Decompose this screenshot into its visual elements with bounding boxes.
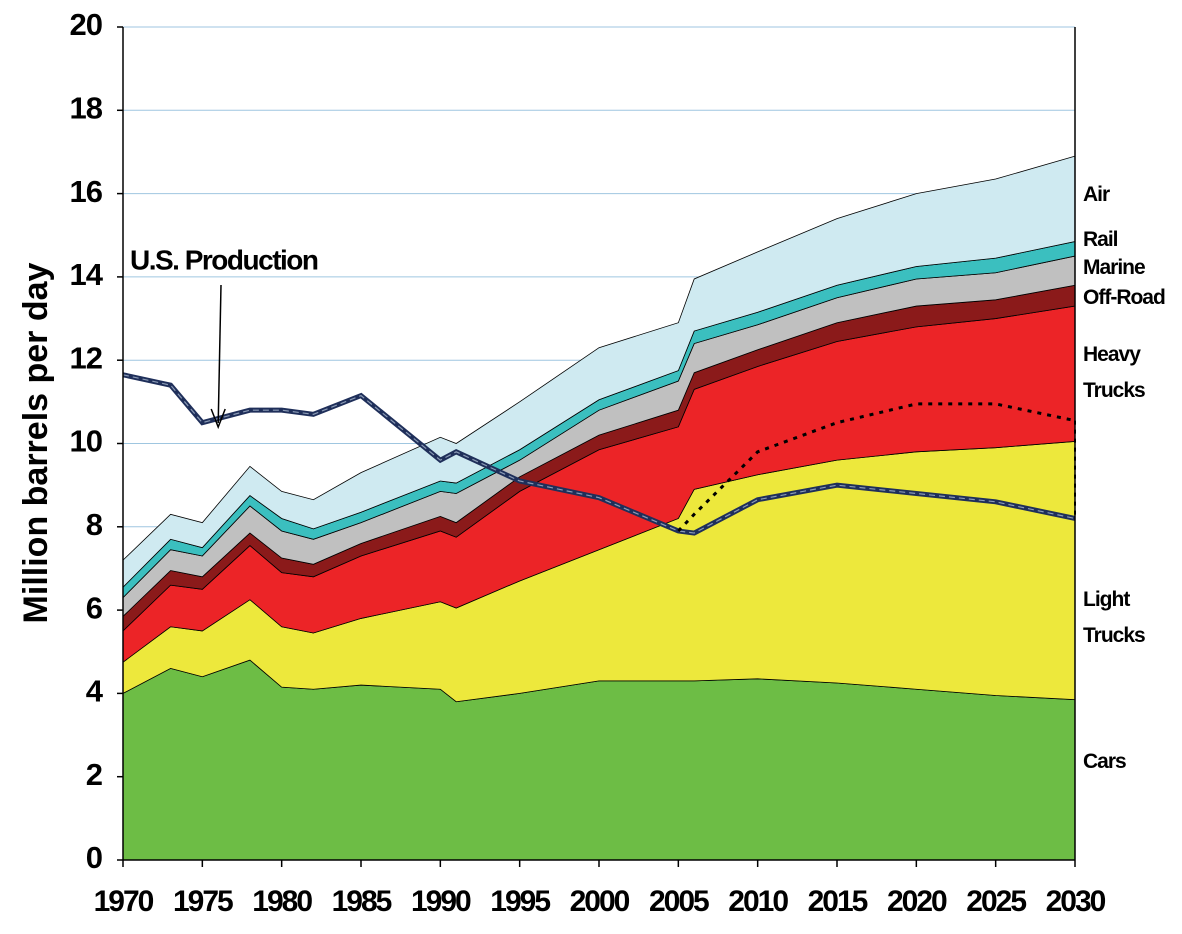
x-tick-label: 2015 <box>808 885 868 918</box>
x-tick-label: 1980 <box>252 885 312 918</box>
series-label: Off-Road <box>1083 286 1166 309</box>
y-axis-label: Million barrels per day <box>17 262 55 623</box>
y-tick-label: 10 <box>70 424 102 459</box>
y-tick-label: 18 <box>70 90 103 125</box>
x-tick-label: 1975 <box>173 885 233 918</box>
y-tick-label: 6 <box>86 590 103 625</box>
x-tick-label: 2000 <box>570 885 630 918</box>
x-tick-label: 2005 <box>649 885 709 918</box>
x-tick-label: 2020 <box>887 885 947 918</box>
annotation-arrow <box>217 284 222 424</box>
y-tick-label: 8 <box>86 507 103 542</box>
series-label: Marine <box>1083 256 1146 279</box>
series-label: Rail <box>1083 228 1119 251</box>
arrow-head <box>210 408 226 430</box>
y-tick-label: 12 <box>70 340 102 375</box>
series-label: Cars <box>1083 750 1127 773</box>
annotation: U.S. Production <box>130 244 318 275</box>
y-tick-label: 20 <box>70 7 102 42</box>
series-label: Light Trucks <box>1083 588 1146 647</box>
series-label: Air <box>1083 183 1110 206</box>
y-tick-label: 2 <box>86 757 102 792</box>
x-tick-label: 1985 <box>332 885 392 918</box>
y-tick-label: 0 <box>86 840 102 875</box>
projected-line <box>677 402 1076 532</box>
y-tick-label: 4 <box>86 674 104 709</box>
x-tick-label: 2025 <box>966 885 1026 918</box>
x-tick-label: 1970 <box>94 885 154 918</box>
y-tick-label: 16 <box>70 174 103 209</box>
x-tick-label: 2030 <box>1046 885 1106 918</box>
x-tick-label: 2010 <box>728 885 788 918</box>
x-tick-label: 1995 <box>490 885 550 918</box>
series-label: Heavy Trucks <box>1083 343 1146 402</box>
x-tick-label: 1990 <box>411 885 471 918</box>
production-line-highlight <box>122 374 1076 534</box>
y-tick-label: 14 <box>70 257 104 292</box>
